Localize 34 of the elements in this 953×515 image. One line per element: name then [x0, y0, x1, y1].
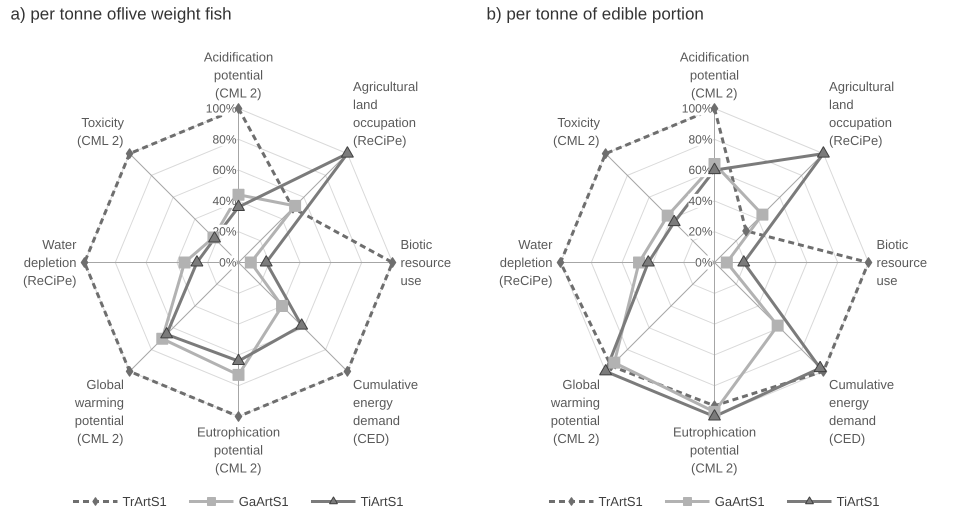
legend-label: TrArtS1 — [598, 494, 643, 508]
chart-title: a) per tonne oflive weight fish — [10, 4, 232, 24]
spoke-label: Agricultural land occupation (ReCiPe) — [353, 78, 418, 148]
legend-label: GaArtS1 — [714, 494, 765, 508]
y-tick-label: 60% — [212, 163, 237, 178]
spoke-label: Toxicity (CML 2) — [553, 114, 600, 148]
spoke-label: Biotic resource use — [400, 237, 452, 288]
y-tick-label: 80% — [212, 132, 237, 146]
spoke-label: Eutrophication potential (CML 2) — [196, 424, 280, 476]
spoke-label: Acidification potential (CML 2) — [680, 50, 750, 100]
chart-title: b) per tonne of edible portion — [486, 4, 704, 24]
spoke-label: Biotic resource use — [876, 237, 928, 288]
legend-label: GaArtS1 — [238, 494, 289, 508]
y-tick-label: 0% — [219, 256, 237, 270]
spoke-label: Global warming potential (CML 2) — [74, 377, 124, 446]
y-tick-label: 20% — [688, 224, 713, 239]
y-tick-label: 80% — [688, 132, 713, 146]
spoke-label: Agricultural land occupation (ReCiPe) — [829, 78, 894, 148]
spoke-label: Acidification potential (CML 2) — [204, 50, 274, 100]
y-tick-label: 100% — [682, 102, 713, 116]
legend-label: TiArtS1 — [360, 494, 404, 508]
legend-label: TiArtS1 — [836, 494, 880, 508]
spoke-label: Eutrophication potential (CML 2) — [672, 424, 756, 476]
spoke-label: Cumulative energy demand (CED) — [829, 377, 894, 446]
spoke-label: Water depletion (ReCiPe) — [23, 237, 78, 288]
y-tick-label: 100% — [206, 102, 237, 116]
y-tick-label: 40% — [212, 194, 237, 208]
spoke-label: Toxicity (CML 2) — [77, 114, 124, 148]
y-tick-label: 40% — [688, 194, 713, 208]
spoke-label: Global warming potential (CML 2) — [550, 377, 600, 446]
y-tick-label: 0% — [695, 256, 713, 270]
spoke-label: Water depletion (ReCiPe) — [499, 237, 554, 288]
legend-label: TrArtS1 — [122, 494, 167, 508]
spoke-label: Cumulative energy demand (CED) — [353, 377, 418, 446]
